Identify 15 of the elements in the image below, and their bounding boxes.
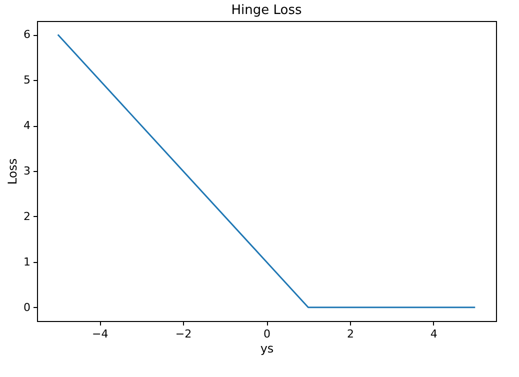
y-tick-label: 0 <box>24 300 30 314</box>
y-tick-label: 3 <box>24 164 30 178</box>
chart-title: Hinge Loss <box>231 3 302 18</box>
x-tick-label: 4 <box>430 328 438 340</box>
y-axis-title: Loss <box>6 158 20 185</box>
x-axis-title: ys <box>260 342 274 356</box>
y-tick-label: 1 <box>24 255 30 268</box>
y-tick-label: 6 <box>24 28 30 42</box>
x-tick-label: 0 <box>264 328 270 340</box>
y-tick-label: 5 <box>24 74 30 87</box>
x-tick-label: −4 <box>92 328 108 340</box>
x-tick-label: −2 <box>175 328 192 340</box>
y-tick-label: 4 <box>24 119 30 132</box>
x-tick-label: 2 <box>346 328 354 340</box>
y-tick-label: 2 <box>24 210 30 223</box>
